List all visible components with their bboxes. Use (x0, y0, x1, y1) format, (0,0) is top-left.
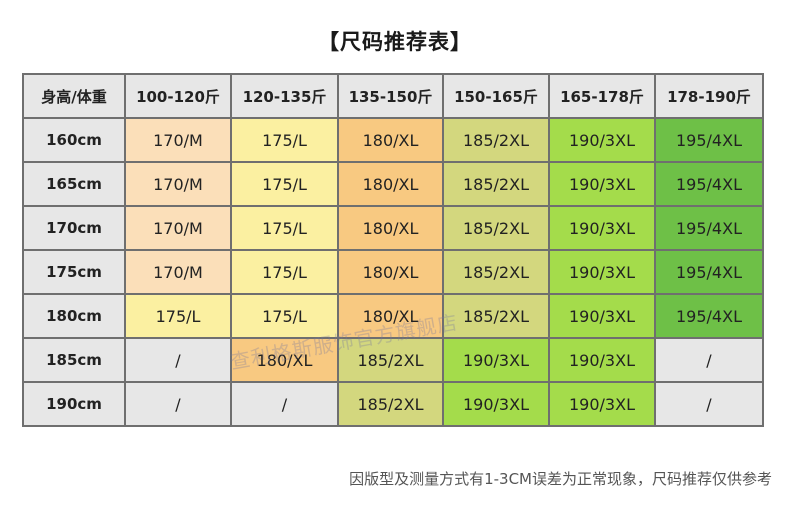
size-cell: 170/M (124, 249, 232, 295)
table-row: 165cm 170/M 175/L 180/XL 185/2XL 190/3XL 195/4… (22, 161, 764, 207)
size-cell: 190/3XL (548, 249, 656, 295)
table-row: 175cm 170/M 175/L 180/XL 185/2XL 190/3XL 195/4… (22, 249, 764, 295)
table-row: 170cm 170/M 175/L 180/XL 185/2XL 190/3XL 195/4… (22, 205, 764, 251)
size-cell: 195/4XL (654, 249, 764, 295)
size-cell: 175/L (230, 161, 339, 207)
size-cell: 190/3XL (548, 205, 656, 251)
header-weight-cell: 135-150斤 (337, 73, 444, 119)
size-cell: 185/2XL (337, 337, 444, 383)
size-cell: 170/M (124, 117, 232, 163)
size-cell: 190/3XL (548, 117, 656, 163)
header-weight-cell: 120-135斤 (230, 73, 339, 119)
size-cell: 175/L (230, 293, 339, 339)
height-label-cell: 175cm (22, 249, 126, 295)
size-cell: / (124, 337, 232, 383)
size-chart-table: 身高/体重 100-120斤 120-135斤 135-150斤 150-165… (22, 73, 764, 427)
size-cell: 195/4XL (654, 161, 764, 207)
size-cell: 175/L (124, 293, 232, 339)
size-cell: 175/L (230, 205, 339, 251)
header-weight-cell: 100-120斤 (124, 73, 232, 119)
size-cell: 170/M (124, 161, 232, 207)
size-cell: 185/2XL (337, 381, 444, 427)
size-table-wrapper: 身高/体重 100-120斤 120-135斤 135-150斤 150-165… (22, 73, 764, 427)
height-label-cell: 165cm (22, 161, 126, 207)
header-weight-cell: 165-178斤 (548, 73, 656, 119)
size-cell: 190/3XL (442, 337, 550, 383)
size-cell: 180/XL (337, 117, 444, 163)
header-corner-cell: 身高/体重 (22, 73, 126, 119)
size-cell: 190/3XL (548, 381, 656, 427)
size-cell: 190/3XL (548, 161, 656, 207)
size-cell: 195/4XL (654, 205, 764, 251)
size-cell: / (654, 337, 764, 383)
height-label-cell: 185cm (22, 337, 126, 383)
size-cell: / (230, 381, 339, 427)
size-cell: 180/XL (230, 337, 339, 383)
height-label-cell: 160cm (22, 117, 126, 163)
table-row: 180cm 175/L 175/L 180/XL 185/2XL 190/3XL 195/4… (22, 293, 764, 339)
table-row: 185cm/180/XL 185/2XL 190/3XL 190/3XL / (22, 337, 764, 383)
size-cell: 185/2XL (442, 205, 550, 251)
height-label-cell: 170cm (22, 205, 126, 251)
header-row: 身高/体重 100-120斤 120-135斤 135-150斤 150-165… (22, 73, 764, 119)
size-cell: 180/XL (337, 293, 444, 339)
size-cell: / (124, 381, 232, 427)
size-cell: 180/XL (337, 161, 444, 207)
table-row: 160cm 170/M 175/L 180/XL 185/2XL 190/3XL 195/4… (22, 117, 764, 163)
header-weight-cell: 178-190斤 (654, 73, 764, 119)
size-cell: 195/4XL (654, 293, 764, 339)
height-label-cell: 180cm (22, 293, 126, 339)
size-cell: 180/XL (337, 249, 444, 295)
size-cell: 175/L (230, 117, 339, 163)
height-label-cell: 190cm (22, 381, 126, 427)
table-row: 190cm //185/2XL 190/3XL 190/3XL / (22, 381, 764, 427)
size-cell: 185/2XL (442, 249, 550, 295)
size-table-body: 160cm 170/M 175/L 180/XL 185/2XL 190/3XL 195/4… (22, 117, 764, 427)
page-title: 【尺码推荐表】 (318, 30, 472, 54)
header-weight-cell: 150-165斤 (442, 73, 550, 119)
size-cell: 175/L (230, 249, 339, 295)
size-cell: 180/XL (337, 205, 444, 251)
footer-note: 因版型及测量方式有1-3CM误差为正常现象，尺码推荐仅供参考 (349, 470, 772, 488)
size-cell: / (654, 381, 764, 427)
size-cell: 185/2XL (442, 161, 550, 207)
size-cell: 185/2XL (442, 117, 550, 163)
size-cell: 190/3XL (548, 293, 656, 339)
size-cell: 170/M (124, 205, 232, 251)
size-cell: 185/2XL (442, 293, 550, 339)
size-cell: 195/4XL (654, 117, 764, 163)
size-cell: 190/3XL (442, 381, 550, 427)
size-cell: 190/3XL (548, 337, 656, 383)
